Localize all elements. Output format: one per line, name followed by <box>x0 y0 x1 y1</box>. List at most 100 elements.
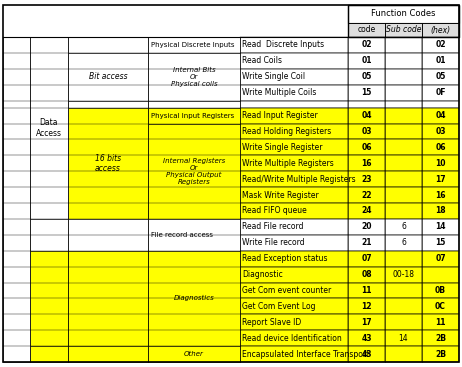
Bar <box>422 124 459 139</box>
Bar <box>385 171 422 187</box>
Bar <box>240 266 348 283</box>
Text: 43: 43 <box>361 349 372 359</box>
Text: 03: 03 <box>435 127 446 136</box>
Text: 11: 11 <box>435 318 446 327</box>
Bar <box>385 330 422 346</box>
Bar <box>148 124 240 219</box>
Bar <box>385 266 422 283</box>
Text: 22: 22 <box>361 190 372 200</box>
Text: Write Single Coil: Write Single Coil <box>242 72 305 81</box>
Bar <box>385 139 422 155</box>
Bar <box>68 37 148 53</box>
Bar <box>348 139 385 155</box>
Bar <box>240 171 348 187</box>
Bar <box>148 346 240 362</box>
Bar <box>385 235 422 251</box>
Text: Read Exception status: Read Exception status <box>242 254 328 263</box>
Text: 17: 17 <box>361 318 372 327</box>
Text: 02: 02 <box>435 40 446 50</box>
Text: Internal Bits
Or
Physical coils: Internal Bits Or Physical coils <box>170 67 217 87</box>
Bar <box>68 251 148 346</box>
Bar <box>348 5 459 23</box>
Bar <box>422 330 459 346</box>
Bar <box>240 251 348 266</box>
Bar <box>3 37 30 362</box>
Bar <box>385 251 422 266</box>
Text: 2B: 2B <box>435 334 446 343</box>
Bar <box>385 108 422 124</box>
Bar <box>148 219 240 251</box>
Bar <box>240 187 348 203</box>
Bar <box>348 124 385 139</box>
Bar <box>240 298 348 314</box>
Bar <box>422 37 459 53</box>
Bar <box>348 219 385 235</box>
Text: 04: 04 <box>361 111 372 120</box>
Bar <box>348 346 385 362</box>
Bar <box>422 108 459 124</box>
Bar <box>30 346 68 362</box>
Bar <box>68 53 148 101</box>
Bar <box>385 101 422 108</box>
Bar <box>240 53 348 69</box>
Bar <box>422 139 459 155</box>
Text: Write Multiple Registers: Write Multiple Registers <box>242 159 334 168</box>
Text: 06: 06 <box>435 143 446 152</box>
Bar <box>240 330 348 346</box>
Text: Physical Input Registers: Physical Input Registers <box>151 113 234 119</box>
Bar <box>385 314 422 330</box>
Bar <box>385 69 422 85</box>
Bar <box>348 108 385 124</box>
Bar <box>148 108 240 124</box>
Text: 18: 18 <box>435 207 446 215</box>
Text: 17: 17 <box>435 175 446 184</box>
Text: 06: 06 <box>361 143 372 152</box>
Bar <box>348 101 385 108</box>
Bar <box>422 23 459 37</box>
Bar <box>240 108 348 124</box>
Text: Data
Access: Data Access <box>36 118 62 138</box>
Bar <box>422 187 459 203</box>
Text: 0B: 0B <box>435 286 446 295</box>
Text: Read/Write Multiple Registers: Read/Write Multiple Registers <box>242 175 356 184</box>
Text: 01: 01 <box>361 57 372 65</box>
Text: 0F: 0F <box>435 88 446 97</box>
Bar <box>422 251 459 266</box>
Bar <box>385 124 422 139</box>
Bar <box>68 108 148 219</box>
Bar <box>422 219 459 235</box>
Bar <box>240 139 348 155</box>
Text: Read Input Register: Read Input Register <box>242 111 318 120</box>
Bar <box>240 346 348 362</box>
Bar <box>422 69 459 85</box>
Text: 03: 03 <box>361 127 372 136</box>
Bar <box>422 283 459 298</box>
Bar <box>422 266 459 283</box>
Bar <box>30 219 68 251</box>
Text: Physical Discrete Inputs: Physical Discrete Inputs <box>151 42 235 48</box>
Bar <box>385 23 422 37</box>
Text: 07: 07 <box>361 254 372 263</box>
Bar <box>422 298 459 314</box>
Bar <box>240 124 348 139</box>
Text: 08: 08 <box>361 270 372 279</box>
Bar <box>348 314 385 330</box>
Bar <box>385 37 422 53</box>
Bar <box>348 251 385 266</box>
Text: 02: 02 <box>361 40 372 50</box>
Bar <box>30 251 68 346</box>
Bar <box>68 101 148 108</box>
Text: Diagnostic: Diagnostic <box>242 270 283 279</box>
Text: 16: 16 <box>435 190 446 200</box>
Bar <box>385 53 422 69</box>
Text: Sub code: Sub code <box>386 25 421 34</box>
Text: 14: 14 <box>435 222 446 231</box>
Text: Read  Discrete Inputs: Read Discrete Inputs <box>242 40 324 50</box>
Text: 16 bits
access: 16 bits access <box>95 153 121 173</box>
Bar <box>348 330 385 346</box>
Text: Write Single Register: Write Single Register <box>242 143 322 152</box>
Bar <box>348 203 385 219</box>
Bar <box>240 219 348 235</box>
Bar <box>348 69 385 85</box>
Bar <box>68 219 148 251</box>
